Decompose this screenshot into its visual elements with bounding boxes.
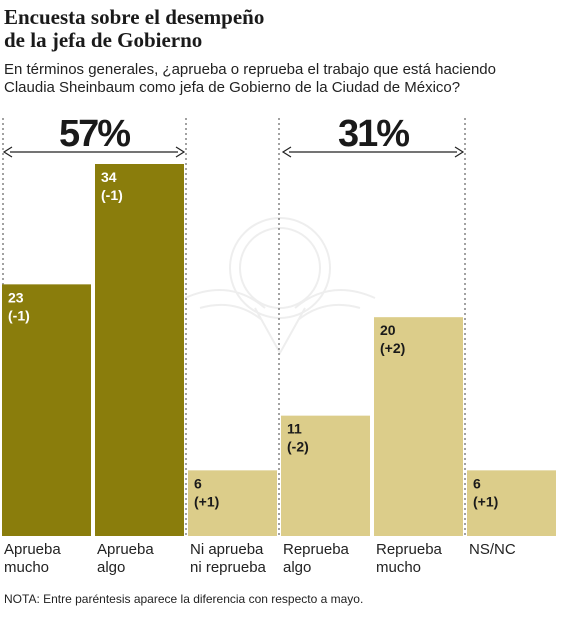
- subtitle-line-2: Claudia Sheinbaum como jefa de Gobierno …: [4, 79, 461, 96]
- category-tick-label: Reprueba: [376, 541, 443, 558]
- bar-change-label: (-2): [287, 439, 309, 455]
- group-total-label: 57%: [59, 113, 130, 155]
- bar-value-label: 20: [380, 322, 396, 338]
- bar-change-label: (+2): [380, 340, 405, 356]
- chart-title: Encuesta sobre el desempeño de la jefa d…: [4, 6, 524, 52]
- bar: [281, 415, 370, 536]
- bar: [95, 164, 184, 536]
- arrow-left-icon: [281, 146, 292, 158]
- arrow-left-icon: [2, 146, 13, 158]
- group-total-label: 31%: [338, 113, 409, 155]
- category-tick-label: Ni aprueba: [190, 541, 264, 558]
- bar-value-label: 6: [194, 475, 202, 491]
- category-tick-label: algo: [97, 559, 125, 576]
- category-tick-label: mucho: [376, 559, 421, 576]
- title-line-2: de la jefa de Gobierno: [4, 28, 203, 52]
- bar-chart: 57% 31%23(-1)Apruebamucho34(-1)Apruebaalg…: [2, 113, 556, 576]
- arrow-right-icon: [454, 146, 465, 158]
- footnote: NOTA: Entre paréntesis aparece la difere…: [4, 592, 364, 606]
- bar-change-label: (+1): [194, 493, 219, 509]
- category-tick-label: Aprueba: [97, 541, 154, 558]
- bar-change-label: (+1): [473, 493, 498, 509]
- arrow-right-icon: [175, 146, 186, 158]
- bar: [2, 284, 91, 536]
- bar-change-label: (-1): [101, 187, 123, 203]
- bar-change-label: (-1): [8, 307, 30, 323]
- category-tick-label: ni reprueba: [190, 559, 267, 576]
- bar-value-label: 6: [473, 475, 481, 491]
- bar-value-label: 23: [8, 289, 24, 305]
- category-tick-label: NS/NC: [469, 541, 516, 558]
- chart-subtitle: En términos generales, ¿aprueba o reprue…: [4, 61, 554, 97]
- bar: [188, 470, 277, 536]
- watermark-eagle-icon: [184, 217, 376, 356]
- category-tick-label: Reprueba: [283, 541, 350, 558]
- subtitle-line-1: En términos generales, ¿aprueba o reprue…: [4, 61, 496, 78]
- bar-value-label: 11: [287, 421, 302, 437]
- category-tick-label: mucho: [4, 559, 49, 576]
- category-tick-label: Aprueba: [4, 541, 61, 558]
- bar: [374, 317, 463, 536]
- bar-value-label: 34: [101, 169, 117, 185]
- bar: [467, 470, 556, 536]
- category-tick-label: algo: [283, 559, 311, 576]
- title-line-1: Encuesta sobre el desempeño: [4, 5, 265, 29]
